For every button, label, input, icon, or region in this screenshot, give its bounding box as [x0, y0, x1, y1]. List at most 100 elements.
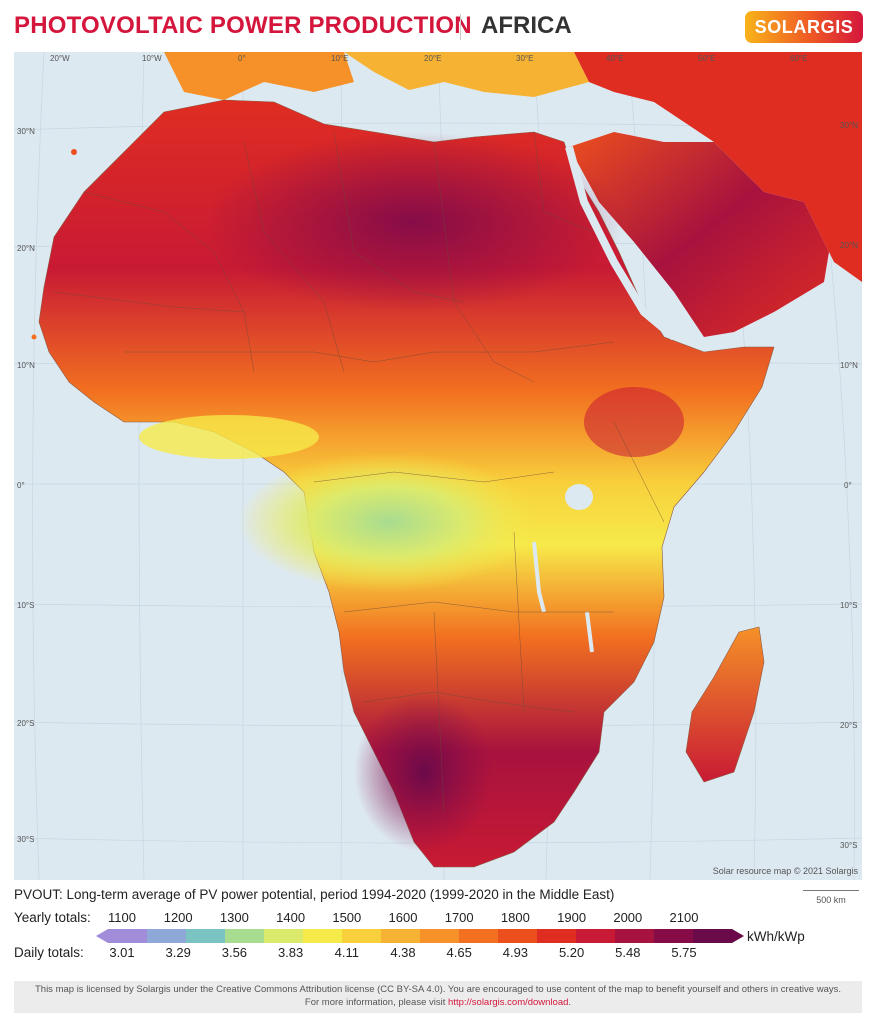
southern-europe	[164, 52, 354, 100]
daily-tick-label: 3.56	[221, 945, 248, 960]
legend-unit: kWh/kWp	[747, 929, 805, 944]
lat-label: 10°N	[840, 361, 858, 370]
canary-islands	[71, 149, 77, 155]
daily-tick-label: 3.29	[165, 945, 191, 960]
yearly-tick-label: 1100	[108, 910, 136, 925]
lon-label: 30°E	[516, 54, 533, 63]
map-canvas: 20°W 10°W 0° 10°E 20°E 30°E 40°E 50°E 60…	[14, 52, 862, 880]
title-divider	[460, 14, 461, 40]
daily-tick-label: 5.48	[615, 945, 641, 960]
scale-label: 500 km	[816, 895, 846, 905]
lat-label: 10°N	[17, 361, 35, 370]
header: PHOTOVOLTAIC POWER PRODUCTION AFRICA SOL…	[0, 0, 877, 52]
legend-caption: PVOUT: Long-term average of PV power pot…	[14, 887, 615, 902]
colorbar-swatch	[459, 929, 499, 943]
lon-label: 10°E	[331, 54, 348, 63]
lat-label: 10°S	[840, 601, 857, 610]
colorbar-swatch	[303, 929, 343, 943]
lat-label: 10°S	[17, 601, 34, 610]
colorbar-swatch	[108, 929, 148, 943]
middle-east	[574, 52, 862, 282]
congo-basin-low-zone	[239, 452, 539, 592]
colorbar-swatch	[498, 929, 538, 943]
daily-totals-label: Daily totals:	[14, 945, 84, 960]
lat-label: 30°S	[840, 841, 857, 850]
madagascar	[685, 626, 765, 783]
lake-victoria	[565, 484, 593, 510]
lon-label: 60°E	[790, 54, 807, 63]
lon-label: 20°E	[424, 54, 441, 63]
pvout-map: 20°W 10°W 0° 10°E 20°E 30°E 40°E 50°E 60…	[14, 52, 862, 880]
lat-label: 0°	[17, 481, 25, 490]
colorbar-arrow-high	[732, 929, 744, 943]
yearly-totals-label: Yearly totals:	[14, 910, 91, 925]
daily-tick-label: 4.38	[390, 945, 416, 960]
colorbar-swatch	[147, 929, 187, 943]
horn-of-africa-zone	[584, 387, 684, 457]
daily-tick-label: 4.93	[502, 945, 529, 960]
scale-line	[803, 890, 859, 891]
lat-label: 20°S	[17, 719, 34, 728]
daily-tick-label: 4.65	[446, 945, 472, 960]
lat-label: 20°S	[840, 721, 857, 730]
yearly-tick-label: 1800	[500, 910, 530, 925]
country-borders	[53, 131, 665, 813]
region-name: AFRICA	[481, 12, 572, 39]
lat-label: 0°	[844, 481, 852, 490]
lon-label: 20°W	[50, 54, 70, 63]
scale-bar: 500 km	[803, 888, 859, 905]
lon-label: 0°	[238, 54, 246, 63]
daily-tick-label: 5.20	[558, 945, 585, 960]
yearly-tick-label: 1400	[276, 910, 306, 925]
daily-tick-label: 4.11	[334, 945, 359, 960]
lon-label: 40°E	[606, 54, 623, 63]
yearly-tick-label: 1700	[444, 910, 474, 925]
daily-tick-label: 3.01	[109, 945, 135, 960]
yearly-tick-label: 1600	[388, 910, 418, 925]
lat-label: 30°S	[17, 835, 34, 844]
map-credit: Solar resource map © 2021 Solargis	[713, 866, 859, 876]
kalahari-peak-zone	[354, 692, 494, 852]
colorbar-swatch	[693, 929, 733, 943]
colorbar-swatch	[537, 929, 577, 943]
map-title: PHOTOVOLTAIC POWER PRODUCTION	[14, 12, 472, 39]
colorbar-swatch	[654, 929, 694, 943]
yearly-tick-label: 1200	[163, 910, 193, 925]
solargis-logo[interactable]: SOLARGIS	[745, 11, 863, 43]
lon-label: 10°W	[142, 54, 162, 63]
yearly-tick-label: 1500	[332, 910, 362, 925]
balkans-anatolia	[344, 52, 589, 97]
download-link[interactable]: http://solargis.com/download	[448, 997, 569, 1008]
latitude-labels-left: 30°N 20°N 10°N 0° 10°S 20°S 30°S	[17, 127, 35, 844]
latitude-labels-right: 30°N 20°N 10°N 0° 10°S 20°S 30°S	[840, 121, 858, 850]
colorbar-swatch	[420, 929, 460, 943]
arabian-peninsula	[569, 132, 829, 337]
yearly-tick-label: 2000	[613, 910, 643, 925]
colorbar-swatch	[225, 929, 265, 943]
lake-malawi	[585, 611, 594, 653]
colorbar-swatch	[615, 929, 655, 943]
lon-label: 50°E	[698, 54, 715, 63]
yearly-tick-label: 2100	[669, 910, 699, 925]
license-line-1: This map is licensed by Solargis under t…	[34, 984, 841, 995]
colorbar-swatch	[342, 929, 382, 943]
license-suffix: .	[568, 997, 572, 1008]
yearly-tick-label: 1300	[219, 910, 249, 925]
colorbar-swatch	[381, 929, 421, 943]
license-line-2: For more information, please visit http:…	[14, 996, 862, 1009]
longitude-labels: 20°W 10°W 0° 10°E 20°E 30°E 40°E 50°E 60…	[50, 54, 807, 63]
colorbar-swatch	[186, 929, 226, 943]
lat-label: 20°N	[17, 244, 35, 253]
cape-verde	[31, 334, 37, 340]
license-notice: This map is licensed by Solargis under t…	[14, 981, 862, 1013]
colorbar-arrow-low	[96, 929, 108, 943]
lat-label: 30°N	[17, 127, 35, 136]
gulf-of-guinea-coast-zone	[139, 415, 319, 459]
license-prefix: For more information, please visit	[304, 997, 449, 1008]
lat-label: 20°N	[840, 241, 858, 250]
sahara-peak-zone	[204, 132, 624, 312]
red-sea	[565, 145, 677, 341]
daily-tick-label: 5.75	[671, 945, 697, 960]
colorbar-swatch	[264, 929, 304, 943]
yearly-tick-label: 1900	[557, 910, 587, 925]
